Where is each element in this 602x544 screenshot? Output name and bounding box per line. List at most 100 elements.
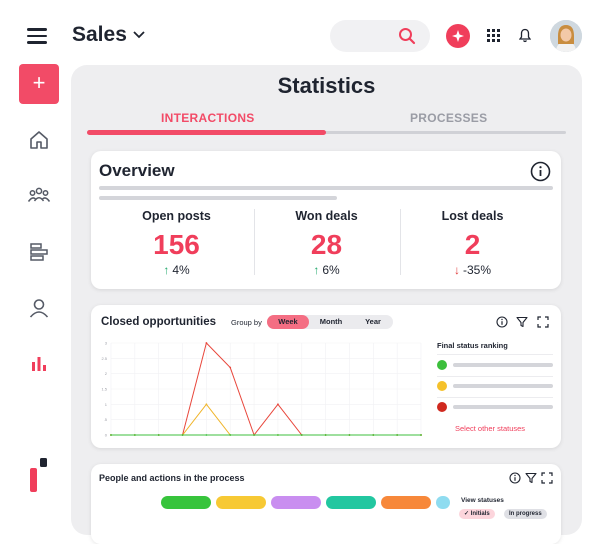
ranking-row — [437, 359, 553, 371]
kpi-value: 2 — [464, 229, 481, 260]
data-point — [372, 434, 375, 436]
sparkle-icon — [452, 30, 464, 42]
overview-card: Overview Open posts 156 ↑ 4% Won deals 28… — [91, 151, 561, 289]
tab-bar: INTERACTIONS PROCESSES — [87, 111, 566, 135]
ranking-row — [437, 380, 553, 392]
group-option-week[interactable]: Week — [267, 315, 309, 329]
team-icon[interactable] — [27, 184, 51, 208]
kpi-delta: ↑ 6% — [249, 263, 404, 277]
data-point — [205, 342, 208, 344]
status-pill[interactable] — [326, 496, 376, 509]
status-pill[interactable] — [381, 496, 431, 509]
placeholder-bar — [453, 363, 553, 367]
contact-icon[interactable] — [27, 296, 51, 320]
add-button[interactable]: + — [19, 64, 59, 104]
ranking-row — [437, 401, 553, 413]
people-actions-card: People and actions in the process View s… — [91, 464, 561, 544]
divider — [254, 209, 255, 275]
data-point — [157, 434, 160, 436]
expand-icon[interactable] — [541, 472, 553, 484]
select-other-statuses-link[interactable]: Select other statuses — [455, 424, 526, 433]
tab-interactions[interactable]: INTERACTIONS — [161, 111, 255, 125]
kpi-label: Open posts — [142, 209, 211, 223]
kpi-open-posts: Open posts 156 ↑ 4% — [99, 209, 254, 277]
y-tick-label: 2 — [105, 371, 108, 376]
card-title: People and actions in the process — [99, 473, 245, 483]
status-pill[interactable] — [436, 496, 450, 509]
y-tick-label: 1 — [105, 402, 108, 407]
tab-processes[interactable]: PROCESSES — [410, 111, 488, 125]
status-pill[interactable] — [161, 496, 211, 509]
page-title: Statistics — [277, 73, 376, 98]
data-point — [229, 434, 232, 436]
closed-opportunities-chart: 32.521.51.50 — [101, 341, 422, 438]
info-icon[interactable] — [496, 316, 508, 328]
search-icon[interactable] — [398, 27, 416, 45]
user-photo-icon — [550, 20, 582, 52]
sidebar: + — [0, 60, 72, 526]
card-title: Closed opportunities — [101, 316, 216, 328]
statistics-icon[interactable] — [27, 352, 51, 376]
ranking-title: Final status ranking — [437, 341, 508, 350]
apps-grid-icon[interactable] — [487, 29, 500, 42]
kpi-won-deals: Won deals 28 ↑ 6% — [249, 209, 404, 277]
y-tick-label: .5 — [104, 417, 108, 422]
arrow-down-icon: ↓ — [453, 263, 460, 277]
group-option-month[interactable]: Month — [319, 317, 343, 326]
kpi-delta: ↓ -35% — [395, 263, 550, 277]
process-icon[interactable] — [27, 240, 51, 264]
status-chip-initials[interactable]: ✓ Initials — [459, 509, 495, 519]
y-tick-label: 3 — [105, 341, 108, 346]
data-point — [277, 434, 279, 436]
data-point — [205, 403, 208, 406]
info-icon[interactable] — [530, 161, 551, 182]
placeholder-line — [99, 186, 553, 190]
status-dot — [437, 381, 447, 391]
group-option-year[interactable]: Year — [365, 317, 381, 326]
kpi-lost-deals: Lost deals 2 ↓ -35% — [395, 209, 550, 277]
status-pill[interactable] — [271, 496, 321, 509]
home-icon[interactable] — [27, 128, 51, 152]
placeholder-bar — [453, 405, 553, 409]
data-point — [253, 434, 255, 436]
arrow-up-icon: ↑ — [163, 263, 170, 277]
bell-icon[interactable] — [519, 28, 531, 43]
kpi-label: Lost deals — [441, 209, 504, 223]
status-pill[interactable] — [216, 496, 266, 509]
status-dot — [437, 402, 447, 412]
search-input[interactable] — [330, 20, 430, 52]
kpi-delta-value: 6% — [322, 263, 340, 277]
overview-title: Overview — [99, 161, 175, 180]
divider — [437, 354, 553, 355]
kpi-delta: ↑ 4% — [99, 263, 254, 277]
view-statuses-label: View statuses — [461, 497, 504, 504]
y-tick-label: 0 — [105, 433, 108, 438]
ai-assistant-button[interactable] — [446, 24, 470, 48]
kpi-delta-value: 4% — [172, 263, 190, 277]
data-point — [324, 434, 327, 436]
data-point — [133, 434, 136, 436]
tab-active-indicator — [87, 130, 326, 135]
filter-icon[interactable] — [516, 316, 528, 328]
placeholder-bar — [453, 384, 553, 388]
filter-icon[interactable] — [525, 472, 537, 484]
data-point — [110, 434, 112, 436]
data-point — [277, 403, 279, 406]
data-point — [420, 434, 422, 436]
avatar[interactable] — [550, 20, 582, 52]
chevron-down-icon[interactable] — [132, 30, 146, 40]
group-by-label: Group by — [231, 318, 262, 327]
expand-icon[interactable] — [537, 316, 549, 328]
status-dot — [437, 360, 447, 370]
data-point — [396, 434, 399, 436]
info-icon[interactable] — [509, 472, 521, 484]
brand-logo — [30, 458, 47, 492]
status-chip-in-progress[interactable]: In progress — [504, 509, 547, 519]
data-point — [229, 366, 232, 369]
app-title[interactable]: Sales — [72, 23, 127, 46]
kpi-label: Won deals — [295, 209, 358, 223]
arrow-up-icon: ↑ — [313, 263, 320, 277]
placeholder-line — [99, 196, 337, 200]
data-point — [181, 434, 184, 436]
menu-icon[interactable] — [27, 28, 47, 44]
